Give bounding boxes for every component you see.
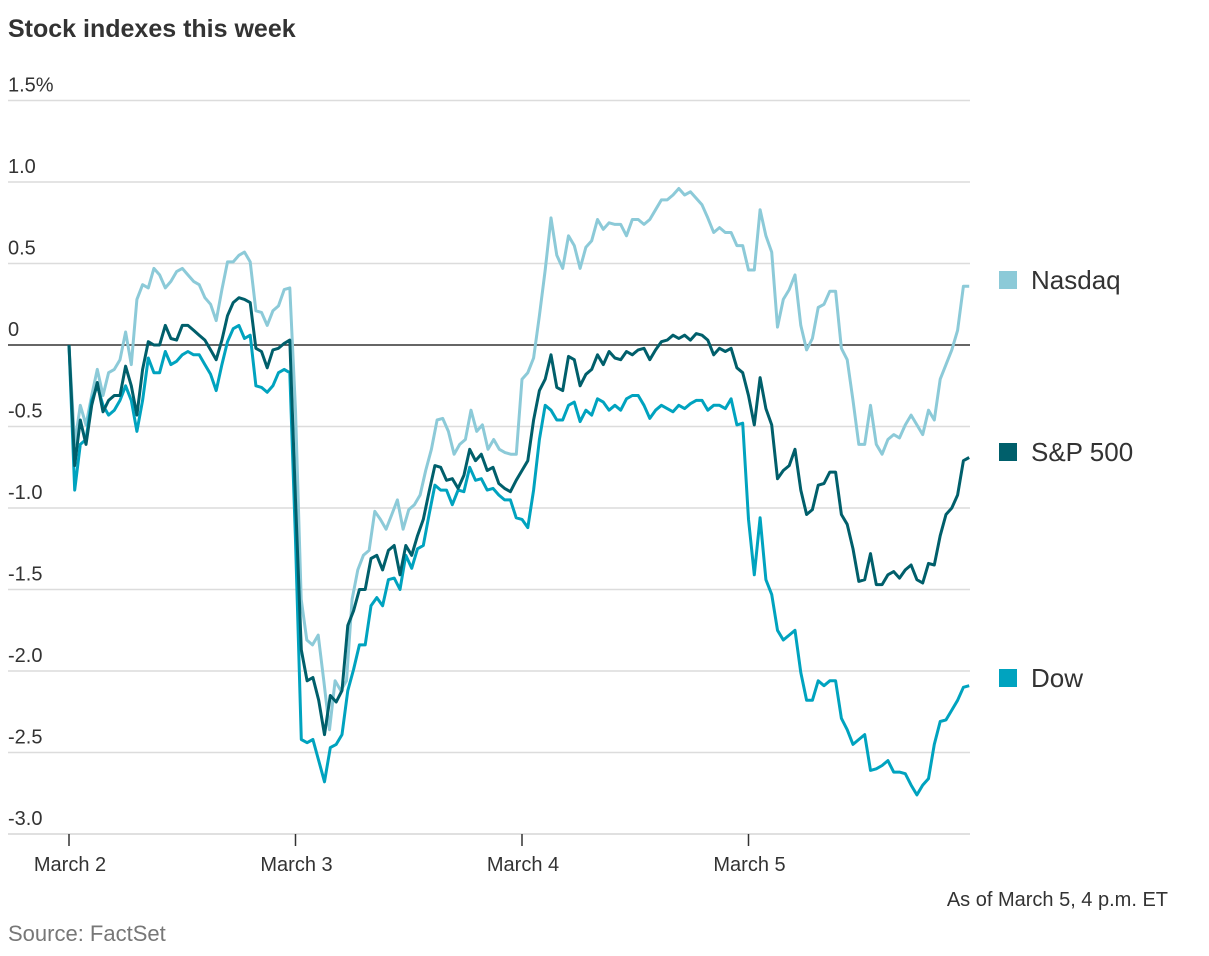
legend-label: Nasdaq — [1031, 265, 1121, 295]
legend-swatch — [999, 443, 1017, 461]
legend-label: Dow — [1031, 663, 1083, 693]
legend-swatch — [999, 669, 1017, 687]
y-tick-label: -3.0 — [8, 808, 42, 830]
legend-swatch — [999, 271, 1017, 289]
y-gridlines: 1.5% 1.0 0.5 0 -0.5 -1.0 -1.5 -2.0 -2.5 -3.0 — [8, 75, 970, 835]
series-line-nasdaq — [67, 187, 970, 732]
x-axis: March 2 March 3 March 4 March 5 — [8, 833, 970, 876]
x-tick-label: March 3 — [260, 854, 332, 876]
legend-label: S&P 500 — [1031, 437, 1133, 467]
as-of-note: As of March 5, 4 p.m. ET — [947, 889, 1168, 911]
series-line-dow — [67, 323, 970, 797]
chart-title: Stock indexes this week — [8, 15, 296, 43]
source-note: Source: FactSet — [8, 921, 166, 946]
y-tick-label: -0.5 — [8, 401, 42, 423]
y-tick-label: -2.0 — [8, 645, 42, 667]
y-tick-label: 0.5 — [8, 238, 36, 260]
x-tick-label: March 4 — [487, 854, 559, 876]
x-tick-label: March 5 — [713, 854, 785, 876]
legend: Nasdaq S&P 500 Dow — [999, 265, 1133, 693]
y-tick-label: -1.5 — [8, 564, 42, 586]
y-tick-label: 1.0 — [8, 156, 36, 178]
series-line-s-p-500 — [67, 296, 970, 737]
series-lines — [67, 187, 970, 797]
x-tick-label: March 2 — [34, 854, 106, 876]
y-tick-label: 1.5% — [8, 75, 54, 97]
y-tick-label: -2.5 — [8, 727, 42, 749]
y-tick-label: -1.0 — [8, 482, 42, 504]
y-tick-label: 0 — [8, 319, 19, 341]
